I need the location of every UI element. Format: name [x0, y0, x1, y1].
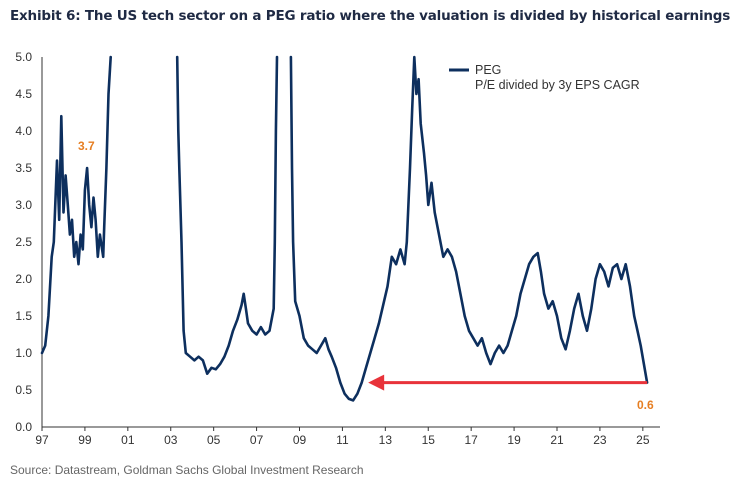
legend-label-description: P/E divided by 3y EPS CAGR — [475, 78, 640, 92]
x-tick-label: 09 — [293, 433, 307, 447]
y-tick-label: 4.0 — [15, 124, 32, 138]
source-note: Source: Datastream, Goldman Sachs Global… — [10, 463, 364, 477]
x-tick-label: 01 — [121, 433, 135, 447]
x-tick-label: 07 — [250, 433, 264, 447]
x-tick-label: 19 — [507, 433, 521, 447]
y-tick-label: 2.0 — [15, 272, 32, 286]
chart-title: Exhibit 6: The US tech sector on a PEG r… — [10, 8, 731, 24]
y-tick-label: 2.5 — [15, 235, 32, 249]
legend-label-peg: PEG — [475, 63, 501, 77]
series-line-peg — [175, 55, 279, 375]
x-tick-label: 03 — [164, 433, 178, 447]
x-tick-label: 23 — [593, 433, 607, 447]
y-axis: 0.0 0.5 1.0 1.5 2.0 2.5 3.0 3.5 4.0 4.5 5.0 — [15, 50, 43, 434]
legend: PEG P/E divided by 3y EPS CAGR — [449, 63, 640, 92]
x-tick-label: 15 — [422, 433, 436, 447]
annotation-current: 0.6 — [637, 398, 654, 412]
x-tick-label: 25 — [636, 433, 650, 447]
y-tick-label: 3.0 — [15, 198, 32, 212]
x-tick-label: 21 — [550, 433, 564, 447]
annotation-peak: 3.7 — [78, 139, 95, 153]
series-line-peg — [40, 55, 112, 355]
y-tick-label: 0.0 — [15, 420, 32, 434]
x-tick-label: 17 — [464, 433, 478, 447]
y-tick-label: 4.5 — [15, 87, 32, 101]
y-tick-label: 0.5 — [15, 383, 32, 397]
arrow-head — [368, 374, 385, 391]
x-tick-label: 99 — [78, 433, 92, 447]
series-line-peg — [289, 55, 649, 402]
x-tick-label: 05 — [207, 433, 221, 447]
series-group — [40, 55, 649, 402]
y-tick-label: 3.5 — [15, 161, 32, 175]
x-tick-label: 11 — [336, 433, 349, 447]
x-axis: 97 99 01 03 05 07 09 11 13 15 17 19 21 23 25 — [35, 426, 660, 447]
annotations: 3.7 0.6 — [78, 139, 654, 412]
y-tick-label: 1.5 — [15, 309, 32, 323]
y-tick-label: 1.0 — [15, 346, 32, 360]
y-tick-label: 5.0 — [15, 50, 32, 64]
x-tick-label: 13 — [379, 433, 393, 447]
x-tick-label: 97 — [35, 433, 49, 447]
